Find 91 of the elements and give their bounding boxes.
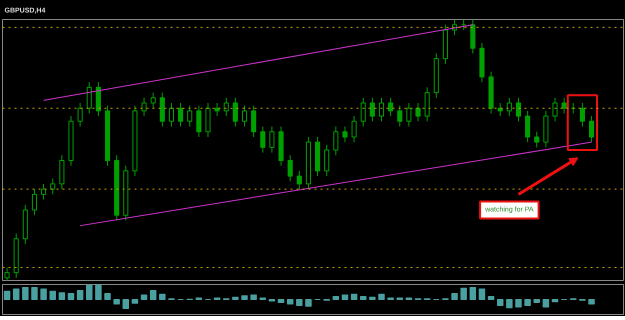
candlestick xyxy=(269,126,274,154)
candlestick xyxy=(388,97,394,117)
candlestick xyxy=(78,102,83,128)
candlestick xyxy=(296,170,302,190)
bar xyxy=(86,284,92,300)
candlestick xyxy=(406,102,412,128)
bar xyxy=(460,288,467,300)
bar xyxy=(4,290,10,300)
candlestick xyxy=(352,116,357,143)
bar xyxy=(534,299,540,303)
bar xyxy=(506,299,513,308)
candlestick xyxy=(397,105,402,128)
candlestick xyxy=(224,97,229,117)
candlestick xyxy=(370,97,375,122)
bar xyxy=(159,294,166,300)
candlestick xyxy=(96,82,101,117)
candlestick xyxy=(232,97,238,128)
candlestick xyxy=(187,105,192,128)
candlestick xyxy=(242,105,248,128)
bar xyxy=(49,290,56,300)
candlestick xyxy=(196,105,202,138)
bar xyxy=(150,290,156,300)
bar xyxy=(278,299,284,303)
bar xyxy=(360,296,366,300)
bar xyxy=(58,292,66,300)
bar xyxy=(542,299,550,308)
candlestick xyxy=(525,110,530,143)
bar xyxy=(241,295,248,300)
candlestick xyxy=(333,126,338,156)
bar xyxy=(342,294,348,300)
candlestick xyxy=(378,97,384,122)
bar xyxy=(488,296,494,300)
candlestick xyxy=(168,102,174,128)
candlestick xyxy=(205,102,211,138)
bar xyxy=(250,294,257,300)
candlestick xyxy=(41,183,46,200)
bar xyxy=(515,299,522,308)
bar xyxy=(286,299,294,304)
bar xyxy=(451,293,458,300)
bar xyxy=(113,299,120,304)
candlestick xyxy=(470,20,476,54)
bar xyxy=(470,287,476,300)
bar xyxy=(140,294,148,300)
candlestick xyxy=(178,102,184,128)
bar xyxy=(68,293,74,300)
candlestick xyxy=(342,126,348,143)
candlestick xyxy=(4,266,10,280)
bar xyxy=(369,296,376,300)
candlestick xyxy=(580,102,585,128)
candlestick xyxy=(534,131,540,148)
bar xyxy=(350,294,358,300)
candlestick xyxy=(32,188,38,216)
bar xyxy=(22,287,29,300)
candlestick xyxy=(288,154,293,182)
bar xyxy=(524,299,531,306)
bar xyxy=(332,296,340,300)
bar xyxy=(232,296,239,300)
bar xyxy=(478,288,486,300)
bar xyxy=(95,284,102,300)
candlestick xyxy=(160,92,165,128)
bar xyxy=(31,287,38,300)
bar xyxy=(552,299,558,302)
candlestick xyxy=(59,154,64,190)
candlestick xyxy=(141,97,147,117)
candlestick xyxy=(516,97,522,122)
candlestick xyxy=(86,82,92,114)
bar xyxy=(378,294,385,300)
candlestick xyxy=(214,102,220,117)
candlestick xyxy=(498,102,503,117)
candlestick xyxy=(506,97,512,117)
candlestick xyxy=(324,144,330,177)
bar xyxy=(12,288,20,300)
bar xyxy=(40,288,47,300)
candlestick xyxy=(360,97,366,128)
bar xyxy=(76,290,84,300)
candlestick xyxy=(50,178,56,195)
bar xyxy=(305,299,312,307)
bar xyxy=(296,299,303,306)
candlestick xyxy=(251,105,256,138)
candlestick xyxy=(260,126,266,154)
bar xyxy=(496,299,504,306)
candlestick xyxy=(588,116,594,143)
bar xyxy=(122,299,130,309)
candlestick xyxy=(552,97,558,122)
bar xyxy=(104,293,111,300)
candlestick xyxy=(424,86,430,122)
candlestick xyxy=(415,102,421,122)
candlestick xyxy=(562,97,567,114)
candlestick xyxy=(150,92,156,109)
bar xyxy=(588,299,595,304)
bar xyxy=(132,299,138,304)
